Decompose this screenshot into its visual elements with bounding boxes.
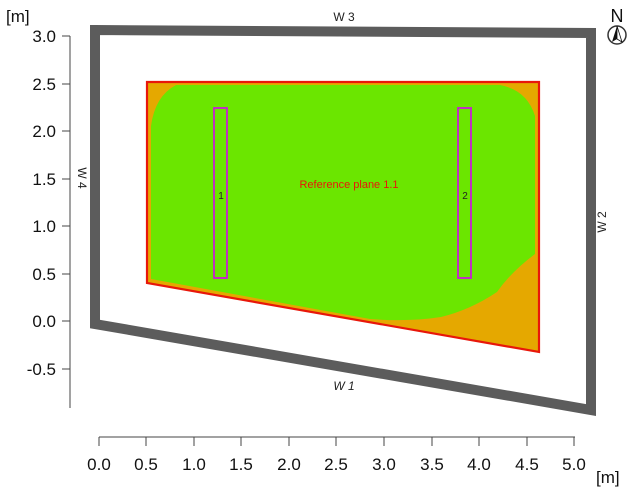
wall-outline [90, 24, 596, 416]
y-tick-label: 3.0 [32, 27, 56, 46]
luminaire-outline [213, 107, 228, 279]
y-tick-label: 2.5 [32, 75, 56, 94]
y-tick-label: 1.5 [32, 170, 56, 189]
x-axis: 0.0 0.5 1.0 1.5 2.0 2.5 3.0 3.5 4.0 4.5 … [87, 436, 620, 487]
room-walls [90, 24, 596, 416]
x-tick-label: 2.5 [324, 455, 348, 474]
wall-label-w3: W 3 [333, 10, 355, 24]
x-tick-label: 3.5 [420, 455, 444, 474]
x-tick-label: 5.0 [562, 455, 586, 474]
north-label: N [611, 6, 624, 26]
y-axis: 3.0 2.5 2.0 1.5 1.0 0.5 0.0 -0.5 [m] [6, 7, 71, 408]
wall-label-w1: W 1 [333, 379, 354, 393]
y-tick-label: 0.0 [32, 312, 56, 331]
north-arrow-icon: N [607, 6, 627, 45]
x-tick-label: 4.5 [515, 455, 539, 474]
plane-outline [145, 80, 541, 354]
x-tick-label: 4.0 [467, 455, 491, 474]
x-unit-label: [m] [596, 468, 620, 487]
luminaire-outline [457, 107, 472, 279]
x-tick-label: 1.0 [182, 455, 206, 474]
x-tick-label: 0.0 [87, 455, 111, 474]
luminaire-label: 2 [462, 191, 468, 202]
y-tick-label: 0.5 [32, 265, 56, 284]
wall-label-w4: W 4 [75, 167, 89, 189]
y-tick-label: -0.5 [27, 360, 56, 379]
y-tick-label: 2.0 [32, 122, 56, 141]
isoline-region [151, 85, 535, 321]
reference-plane-label: Reference plane 1.1 [299, 179, 398, 191]
x-tick-label: 0.5 [134, 455, 158, 474]
luminaire-2[interactable]: 2 [457, 107, 472, 279]
luminaire-label: 1 [218, 191, 224, 202]
reference-plane: Reference plane 1.1 [145, 80, 541, 354]
x-tick-label: 3.0 [372, 455, 396, 474]
x-tick-label: 1.5 [229, 455, 253, 474]
x-tick-label: 2.0 [277, 455, 301, 474]
y-unit-label: [m] [6, 7, 30, 26]
luminaire-1[interactable]: 1 [213, 107, 228, 279]
y-tick-label: 1.0 [32, 217, 56, 236]
wall-label-w2: W 2 [595, 211, 609, 233]
